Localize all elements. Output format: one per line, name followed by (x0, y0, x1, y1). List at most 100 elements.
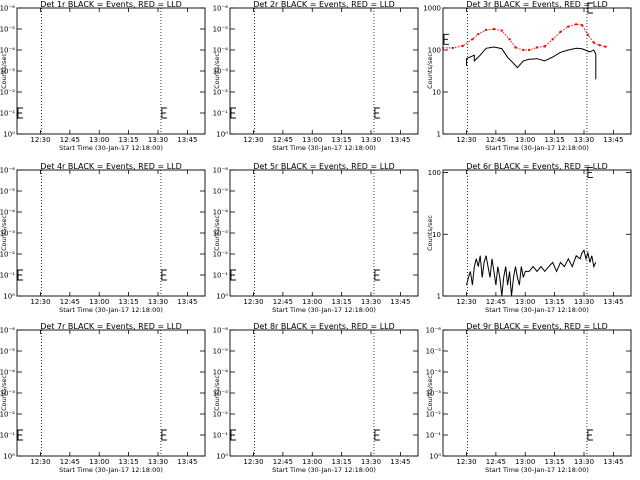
y-axis-label: Counts/sec (426, 215, 434, 251)
x-tick-label: 13:00 (515, 298, 535, 306)
x-tick-label: 12:45 (486, 458, 506, 466)
y-tick-label: 10⁰ (216, 131, 228, 139)
x-tick-label: 13:45 (603, 458, 623, 466)
x-tick-label: 13:45 (603, 136, 623, 144)
panel-title: Det 3r BLACK = Events, RED = LLD (466, 0, 608, 9)
y-tick-label: 10⁰ (3, 453, 15, 461)
y-tick-label: 10⁻³ (0, 390, 15, 398)
events-line (466, 249, 597, 297)
event-marker (17, 269, 23, 281)
event-marker (230, 269, 236, 281)
x-axis-label: Start Time (30-Jan-17 12:18:00) (59, 144, 163, 152)
x-tick-label: 13:00 (302, 458, 322, 466)
event-marker (17, 429, 23, 441)
y-tick-label: 10⁻³ (0, 68, 15, 76)
y-tick-label: 10⁻⁵ (0, 348, 15, 356)
x-tick-label: 12:30 (456, 136, 476, 144)
event-marker (161, 269, 167, 281)
x-tick-label: 12:30 (243, 298, 263, 306)
x-axis-label: Start Time (30-Jan-17 12:18:00) (59, 306, 163, 314)
y-tick-label: 1 (437, 293, 441, 301)
y-tick-label: 10⁻¹ (0, 272, 15, 280)
y-tick-label: 10⁻⁵ (0, 26, 15, 34)
panel-4: Det 4r BLACK = Events, RED = LLD 12:30 12:… (0, 162, 206, 314)
y-tick-label: 10⁻⁴ (213, 369, 229, 377)
x-axis-label: Start Time (30-Jan-17 12:18:00) (485, 466, 589, 474)
panel-title: Det 8r BLACK = Events, RED = LLD (253, 322, 395, 331)
y-tick-label: 10⁻¹ (213, 432, 229, 440)
plot-frame (16, 7, 206, 135)
x-tick-label: 13:15 (119, 298, 139, 306)
y-axis-label: Counts/sec (213, 53, 221, 89)
y-axis-label: Counts/sec (213, 215, 221, 251)
x-tick-label: 13:30 (361, 458, 381, 466)
event-marker (230, 429, 236, 441)
x-tick-label: 13:00 (89, 136, 109, 144)
event-marker (587, 429, 593, 441)
event-marker (161, 107, 167, 119)
panel-5: Det 5r BLACK = Events, RED = LLD 12:30 12:… (213, 162, 419, 314)
y-tick-label: 10⁻² (0, 89, 15, 97)
x-tick-label: 12:30 (30, 458, 50, 466)
y-tick-label: 1000 (423, 5, 441, 13)
x-tick-label: 13:00 (515, 458, 535, 466)
y-tick-label: 10⁻² (0, 251, 15, 259)
y-tick-label: 10⁰ (216, 453, 228, 461)
x-tick-label: 12:45 (273, 298, 293, 306)
x-tick-label: 13:15 (332, 136, 352, 144)
x-axis-label: Start Time (30-Jan-17 12:18:00) (272, 466, 376, 474)
x-tick-label: 12:30 (243, 136, 263, 144)
x-tick-label: 12:45 (273, 458, 293, 466)
lld-line (443, 23, 606, 51)
y-tick-label: 10⁻⁴ (426, 369, 442, 377)
x-axis-label: Start Time (30-Jan-17 12:18:00) (485, 144, 589, 152)
x-axis-label: Start Time (30-Jan-17 12:18:00) (272, 306, 376, 314)
y-tick-label: 10⁻¹ (0, 110, 15, 118)
x-tick-label: 13:30 (148, 298, 168, 306)
y-tick-label: 10⁻⁴ (213, 209, 229, 217)
y-tick-label: 10 (432, 231, 441, 239)
x-tick-label: 13:30 (148, 136, 168, 144)
y-tick-label: 10⁻⁵ (213, 188, 229, 196)
x-tick-label: 13:15 (545, 458, 565, 466)
y-tick-label: 10⁻³ (213, 68, 229, 76)
x-tick-label: 13:00 (302, 298, 322, 306)
y-tick-label: 1 (437, 131, 441, 139)
y-tick-label: 10⁻¹ (213, 110, 229, 118)
x-tick-label: 13:45 (390, 458, 410, 466)
x-tick-label: 12:45 (60, 458, 80, 466)
plot-frame (442, 329, 632, 457)
event-marker (374, 107, 380, 119)
x-tick-label: 13:30 (574, 136, 594, 144)
event-marker (374, 429, 380, 441)
x-tick-label: 12:45 (273, 136, 293, 144)
x-tick-label: 12:45 (60, 298, 80, 306)
y-tick-label: 10⁻² (0, 411, 15, 419)
y-tick-label: 10⁰ (3, 293, 15, 301)
x-tick-label: 12:30 (243, 458, 263, 466)
y-tick-label: 10⁻¹ (213, 272, 229, 280)
event-marker (587, 167, 593, 179)
y-tick-label: 10⁻² (426, 411, 442, 419)
y-tick-label: 10⁻⁵ (0, 188, 15, 196)
lld-point (580, 23, 584, 27)
y-tick-label: 10⁰ (216, 293, 228, 301)
event-marker (443, 33, 449, 45)
y-tick-label: 10⁻⁴ (0, 47, 15, 55)
panel-8: Det 8r BLACK = Events, RED = LLD 12:30 12:… (213, 322, 419, 474)
x-tick-label: 13:15 (545, 136, 565, 144)
event-marker (230, 107, 236, 119)
panel-title: Det 4r BLACK = Events, RED = LLD (40, 162, 182, 171)
y-tick-label: 10⁻³ (213, 390, 229, 398)
x-tick-label: 13:30 (574, 458, 594, 466)
x-axis-label: Start Time (30-Jan-17 12:18:00) (59, 466, 163, 474)
y-tick-label: 10⁻⁶ (213, 5, 229, 13)
y-axis-label: Counts/sec (0, 53, 8, 89)
x-tick-label: 13:30 (148, 458, 168, 466)
x-tick-label: 13:15 (545, 298, 565, 306)
event-marker (161, 429, 167, 441)
y-tick-label: 10⁻² (213, 411, 229, 419)
x-tick-label: 13:00 (89, 458, 109, 466)
x-tick-label: 13:15 (119, 136, 139, 144)
